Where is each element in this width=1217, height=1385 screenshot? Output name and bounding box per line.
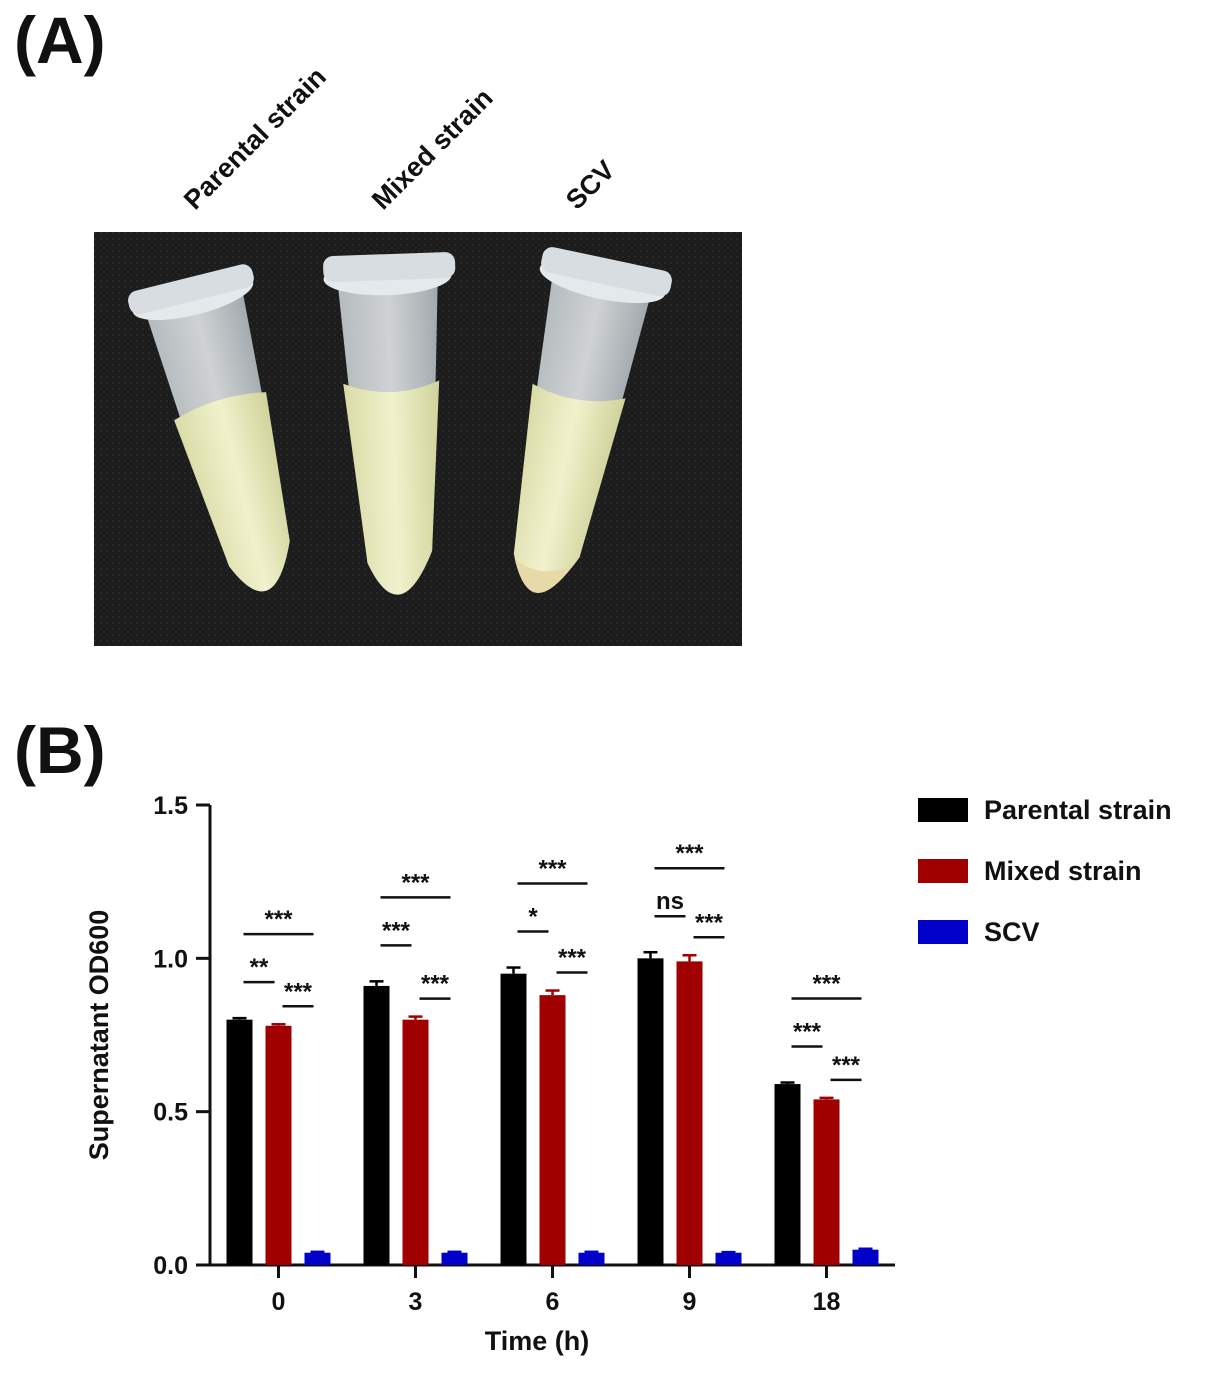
significance-label: ***: [695, 909, 724, 936]
x-tick-label: 6: [546, 1288, 560, 1316]
tube-scv: [513, 247, 672, 594]
bar: [676, 961, 703, 1265]
significance-label: ***: [812, 971, 841, 998]
significance-label: ***: [382, 917, 411, 944]
liquid-mixed: [343, 380, 440, 595]
significance-label: ***: [832, 1052, 861, 1079]
legend-swatch: [918, 920, 968, 944]
y-tick-label: 1.0: [153, 945, 188, 973]
significance-label: ***: [401, 869, 430, 896]
bar: [441, 1252, 468, 1265]
legend-label: Mixed strain: [984, 856, 1142, 886]
significance-label: ***: [675, 840, 704, 867]
significance-label: ***: [264, 906, 293, 933]
legend-label: SCV: [984, 917, 1040, 947]
tube-label-parental: Parental strain: [178, 61, 332, 216]
bar: [265, 1025, 292, 1265]
bar: [852, 1249, 879, 1265]
panel-b-label: (B): [14, 713, 106, 787]
tubes-photo: [94, 232, 742, 646]
bar: [774, 1084, 801, 1265]
bar: [500, 973, 527, 1265]
x-axis-label: Time (h): [485, 1326, 590, 1356]
significance-label: ***: [538, 856, 567, 883]
tube-parental: [128, 264, 290, 592]
bar: [304, 1252, 331, 1265]
bar: [637, 958, 664, 1265]
bar: [578, 1252, 605, 1265]
bar: [539, 995, 566, 1265]
legend-label: Parental strain: [984, 795, 1172, 825]
panel-a-label: (A): [14, 3, 106, 77]
tube-mixed: [323, 252, 456, 595]
legend-swatch: [918, 859, 968, 883]
significance-label: ***: [284, 978, 313, 1005]
chart-annotations: ************************ns**************…: [243, 840, 862, 1082]
significance-label: ***: [793, 1019, 822, 1046]
legend-swatch: [918, 798, 968, 822]
bar: [402, 1019, 429, 1265]
bar: [715, 1252, 742, 1265]
bar: [363, 985, 390, 1265]
bar: [813, 1099, 840, 1265]
significance-label: ***: [421, 971, 450, 998]
x-tick-label: 9: [683, 1288, 697, 1316]
significance-label: **: [250, 954, 269, 981]
bar: [226, 1019, 253, 1265]
tube-label-scv: SCV: [560, 154, 621, 216]
liquid-parental: [174, 392, 290, 592]
significance-label: ns: [656, 888, 684, 915]
y-axis-label: Supernatant OD600: [84, 910, 114, 1161]
significance-label: ***: [558, 945, 587, 972]
chart-legend: Parental strain Mixed strain SCV: [918, 795, 1172, 947]
bar-chart: 0.00.51.01.50 3 6 9 18 *********************…: [84, 792, 1172, 1356]
liquid-scv: [513, 383, 626, 592]
significance-label: *: [528, 904, 538, 931]
x-tick-label: 0: [272, 1288, 286, 1316]
y-tick-label: 0.0: [153, 1252, 188, 1280]
tube-label-mixed: Mixed strain: [366, 82, 499, 216]
chart-bars: [226, 950, 879, 1265]
x-tick-label: 3: [409, 1288, 423, 1316]
y-tick-label: 0.5: [153, 1099, 188, 1127]
x-tick-label: 18: [813, 1288, 841, 1316]
y-tick-label: 1.5: [153, 792, 188, 820]
